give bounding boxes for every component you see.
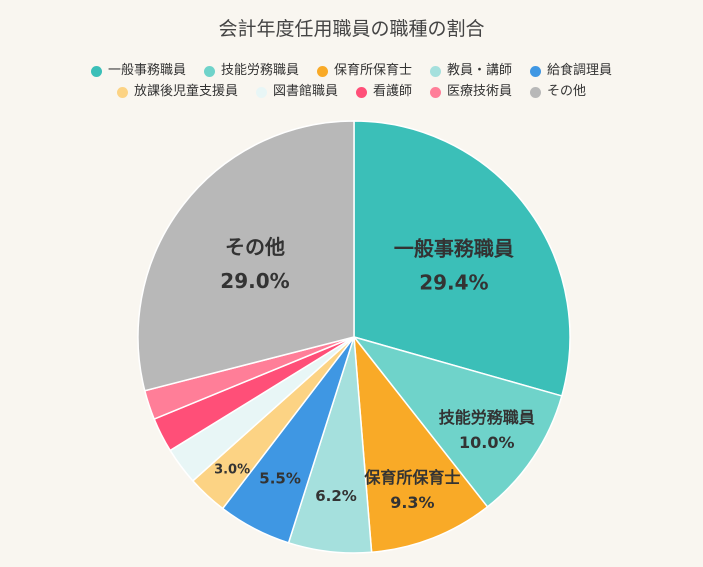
legend-item[interactable]: 教員・講師 [430,62,512,80]
legend-item[interactable]: その他 [530,83,586,101]
legend-label: 放課後児童支援員 [133,84,238,99]
legend-item[interactable]: 図書館職員 [255,83,338,101]
legend-item[interactable]: 一般事務職員 [90,62,186,80]
slice-value-label: 6.2% [315,487,357,505]
pie-slice[interactable] [137,120,355,392]
legend-item[interactable]: 保育所保育士 [316,62,412,80]
chart-legend: 一般事務職員 技能労務職員 保育所保育士 教員・講師 給食調理員放課後児童支援員 図書館職… [14,62,689,101]
slice-value-label: 9.3% [390,493,434,512]
legend-item[interactable]: 医療技術員 [430,83,512,101]
legend-label: 一般事務職員 [107,63,186,78]
slice-value-label: 5.5% [259,470,301,488]
legend-label: 保育所保育士 [333,63,412,78]
legend-swatch [316,65,328,77]
legend-item[interactable]: 技能労務職員 [203,62,299,80]
legend-swatch [430,65,441,77]
legend-label: 給食調理員 [547,63,613,78]
legend-label: 図書館職員 [272,84,338,99]
pie-slice[interactable] [351,335,563,508]
legend-label: 看護師 [372,84,412,99]
chart-title: 会計年度任用職員の職種の割合 [218,18,485,40]
legend-swatch [530,86,542,98]
slice-value-label: 10.0% [459,433,515,452]
legend-swatch [203,65,215,77]
legend-label: 医療技術員 [447,84,513,99]
legend-swatch [530,65,542,77]
legend-item[interactable]: 給食調理員 [530,62,612,80]
slice-value-label: 29.0% [220,269,289,293]
slice-name-label: 技能労務職員 [439,408,535,427]
legend-swatch [430,86,441,98]
legend-label: 技能労務職員 [220,63,299,78]
legend-label: その他 [547,84,587,99]
legend-label: 教員・講師 [447,63,513,78]
legend-swatch [355,86,367,98]
legend-item[interactable]: 看護師 [355,83,412,101]
legend-swatch [255,86,267,98]
legend-swatch [116,86,128,98]
legend-item[interactable]: 放課後児童支援員 [116,83,238,101]
legend-swatch [90,65,102,77]
pie-slice[interactable] [353,334,489,554]
slice-name-label: 一般事務職員 [394,237,514,261]
pie-slice[interactable] [353,120,571,397]
slice-name-label: その他 [225,235,285,259]
slice-name-label: 保育所保育士 [363,468,460,487]
slice-value-label: 29.4% [419,271,488,295]
slice-value-label: 3.0% [214,463,250,478]
